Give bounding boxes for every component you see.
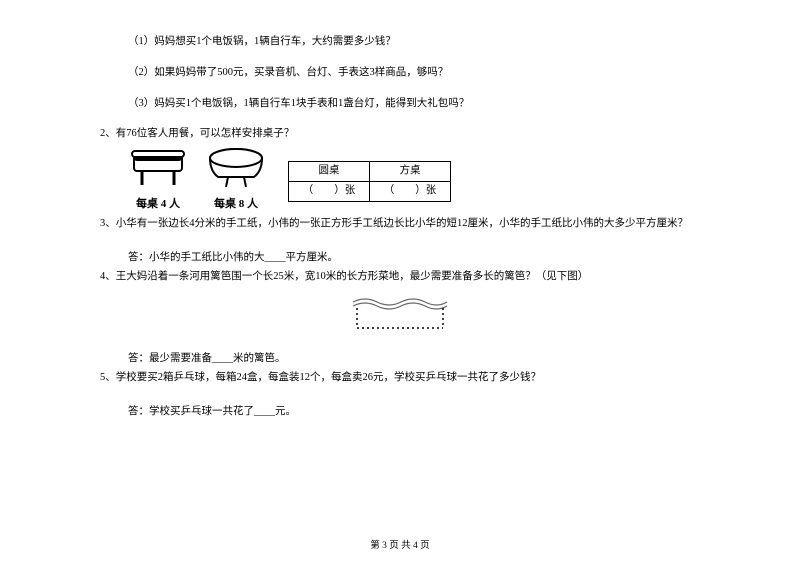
square-table-icon <box>128 147 188 187</box>
question-4: 4、王大妈沿着一条河用篱笆围一个长25米，宽10米的长方形菜地，最少需要准备多长… <box>100 269 700 286</box>
table-header-round: 圆桌 <box>289 161 370 181</box>
answer-5: 答：学校买乒乓球一共花了____元。 <box>128 404 700 421</box>
round-table-icon <box>204 147 268 187</box>
square-table-block: 每桌 4 人 <box>128 147 188 213</box>
document-page: （1）妈妈想买1个电饭锅，1辆自行车，大约需要多少钱？ （2）如果妈妈带了500… <box>0 0 800 431</box>
round-table-block: 每桌 8 人 <box>204 147 268 213</box>
table-cell-square: （ ）张 <box>370 181 451 201</box>
fence-icon <box>345 294 455 336</box>
table-arrangement: 圆桌 方桌 （ ）张 （ ）张 <box>284 161 451 202</box>
table-cell-round: （ ）张 <box>289 181 370 201</box>
square-table-caption: 每桌 4 人 <box>128 196 188 214</box>
question-1-3: （3）妈妈买1个电饭锅，1辆自行车1块手表和1盏台灯，能得到大礼包吗？ <box>128 96 700 113</box>
arrangement-table: 圆桌 方桌 （ ）张 （ ）张 <box>288 161 451 202</box>
question-1-2: （2）如果妈妈带了500元，买录音机、台灯、手表这3样商品，够吗？ <box>128 65 700 82</box>
tables-figure-row: 每桌 4 人 每桌 8 人 圆桌 方桌 （ ）张 （ ）张 <box>128 147 700 213</box>
answer-3: 答：小华的手工纸比小伟的大____平方厘米。 <box>128 250 700 267</box>
question-2: 2、有76位客人用餐，可以怎样安排桌子？ <box>100 126 700 143</box>
page-footer: 第 3 页 共 4 页 <box>0 537 800 551</box>
question-3: 3、小华有一张边长4分米的手工纸，小伟的一张正方形手工纸边长比小华的短12厘米，… <box>100 216 700 233</box>
answer-4: 答：最少需要准备____米的篱笆。 <box>128 351 700 368</box>
round-table-caption: 每桌 8 人 <box>204 196 268 214</box>
fence-figure <box>100 294 700 343</box>
table-header-square: 方桌 <box>370 161 451 181</box>
question-5: 5、学校要买2箱乒乓球，每箱24盒，每盒装12个，每盒卖26元，学校买乒乓球一共… <box>100 370 700 387</box>
question-1-1: （1）妈妈想买1个电饭锅，1辆自行车，大约需要多少钱？ <box>128 34 700 51</box>
